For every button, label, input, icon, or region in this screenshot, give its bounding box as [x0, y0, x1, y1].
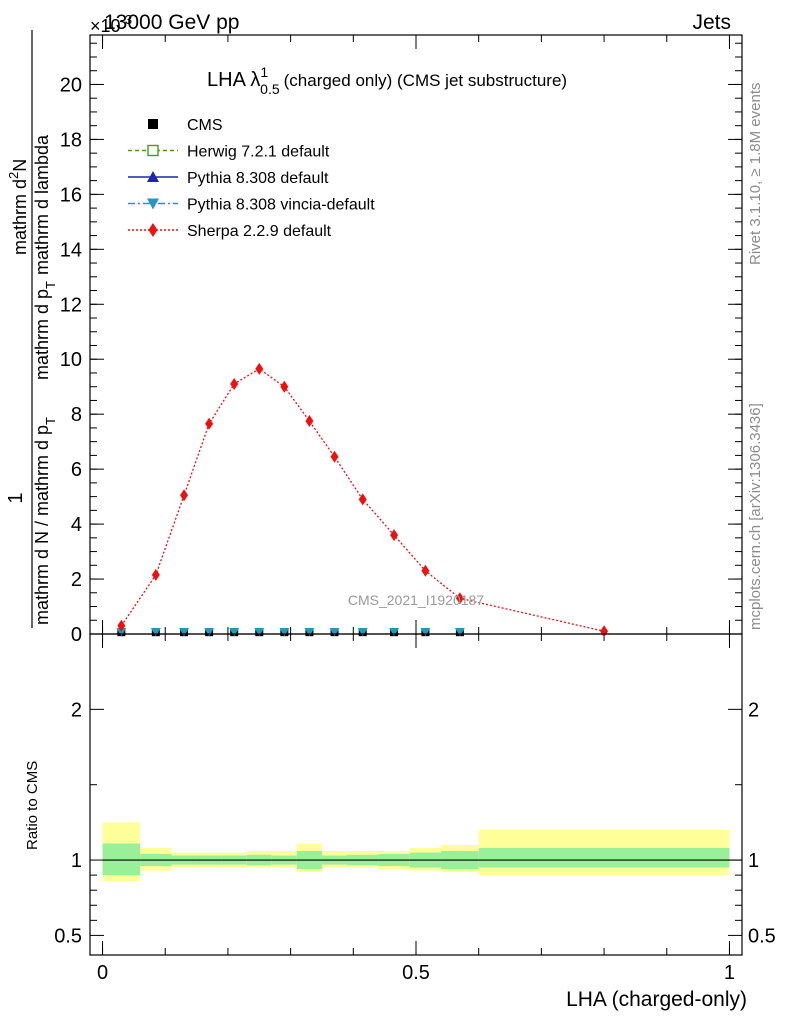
legend: CMS Herwig 7.2.1 default Pythia 8.308 defa…	[128, 117, 375, 240]
sherpa-point	[390, 529, 399, 542]
x-tick-label: 1	[724, 962, 735, 984]
header-energy: 13000 GeV pp	[104, 11, 239, 34]
legend-label: CMS	[187, 117, 223, 134]
svg-text:mathrm d pTmathrm d lambda: mathrm d pTmathrm d lambda	[32, 134, 58, 380]
main-y-tick-label: 18	[60, 129, 82, 151]
plot-title: LHA λ1 0.5 (charged only) (CMS jet substru…	[207, 64, 567, 97]
sherpa-point	[305, 415, 314, 428]
ratio-y-tick-label-right: 0.5	[748, 925, 776, 947]
ratio-ylabel: Ratio to CMS	[24, 761, 41, 850]
main-y-tick-label: 16	[60, 184, 82, 206]
pythia-vincia-point	[420, 628, 431, 637]
sherpa-point	[205, 417, 214, 430]
ratio-y-tick-label: 0.5	[54, 925, 82, 947]
sherpa-point	[358, 493, 367, 506]
legend-marker-square	[148, 119, 158, 129]
legend-label: Herwig 7.2.1 default	[187, 144, 330, 161]
sherpa-point	[180, 489, 189, 502]
x-axis-label: LHA (charged-only)	[566, 988, 747, 1011]
x-tick-label: 0	[97, 962, 108, 984]
main-y-tick-label: 4	[71, 514, 82, 536]
legend-marker-triangle-down	[147, 198, 159, 210]
ratio-panel: 0 0.5 1 0.5 0.5 1 1 2 2	[54, 633, 776, 984]
sherpa-point	[255, 362, 264, 375]
ratio-y-tick-label-right: 1	[748, 850, 759, 872]
watermark: CMS_2021_I1920187	[348, 592, 484, 608]
pythia-vincia-point	[204, 628, 215, 637]
pythia-vincia-point	[229, 628, 240, 637]
pythia-vincia-point	[179, 628, 190, 637]
svg-text:mathrm d N / mathrm d pT: mathrm d N / mathrm d pT	[32, 417, 58, 625]
sherpa-point	[600, 625, 609, 638]
legend-marker-diamond	[148, 223, 158, 237]
pythia-vincia-point	[254, 628, 265, 637]
main-y-tick-label: 14	[60, 239, 82, 261]
main-y-tick-label: 10	[60, 349, 82, 371]
sherpa-line	[120, 368, 605, 632]
pythia-vincia-point	[329, 628, 340, 637]
main-y-tick-label: 0	[71, 624, 82, 646]
main-y-tick-label: 8	[71, 404, 82, 426]
svg-text:mathrm d2N: mathrm d2N	[6, 159, 30, 255]
exponent-label: ×10-3	[90, 12, 132, 36]
mcplots-label: mcplots.cern.ch [arXiv:1306.3436]	[747, 403, 764, 630]
ratio-band-inner	[478, 848, 730, 868]
sherpa-point	[151, 568, 160, 581]
legend-label: Pythia 8.308 default	[187, 170, 329, 187]
sherpa-point	[421, 564, 430, 577]
pythia-vincia-point	[357, 628, 368, 637]
sherpa-point	[230, 377, 239, 390]
main-y-tick-label: 6	[71, 459, 82, 481]
pythia-vincia-point	[116, 628, 127, 637]
legend-label: Pythia 8.308 vincia-default	[187, 197, 375, 214]
svg-text:1: 1	[5, 492, 27, 503]
pythia-vincia-point	[279, 628, 290, 637]
ratio-y-tick-label-right: 2	[748, 699, 759, 721]
sherpa-point	[280, 380, 289, 393]
pythia-vincia-point	[304, 628, 315, 637]
ratio-y-tick-label: 2	[71, 699, 82, 721]
x-tick-label: 0.5	[402, 962, 430, 984]
sherpa-point	[455, 592, 464, 605]
main-y-tick-label: 12	[60, 294, 82, 316]
main-y-tick-label: 20	[60, 74, 82, 96]
ratio-band-inner	[102, 843, 141, 876]
ratio-y-tick-label: 1	[71, 850, 82, 872]
pythia-vincia-point	[150, 628, 161, 637]
main-y-tick-label: 2	[71, 569, 82, 591]
legend-marker-open-square	[147, 144, 159, 157]
header-category: Jets	[692, 11, 731, 34]
main-ylabel: 1 mathrm d N / mathrm d pT mathrm d2N ma…	[5, 30, 58, 628]
ratio-frame	[89, 633, 743, 956]
legend-label: Sherpa 2.2.9 default	[187, 223, 332, 240]
pythia-vincia-point	[389, 628, 400, 637]
pythia-vincia-point	[454, 628, 465, 637]
legend-marker-triangle-up	[147, 171, 159, 182]
sherpa-point	[330, 450, 339, 463]
sherpa-point	[117, 619, 126, 632]
rivet-label: Rivet 3.1.10, ≥ 1.8M events	[747, 83, 764, 266]
